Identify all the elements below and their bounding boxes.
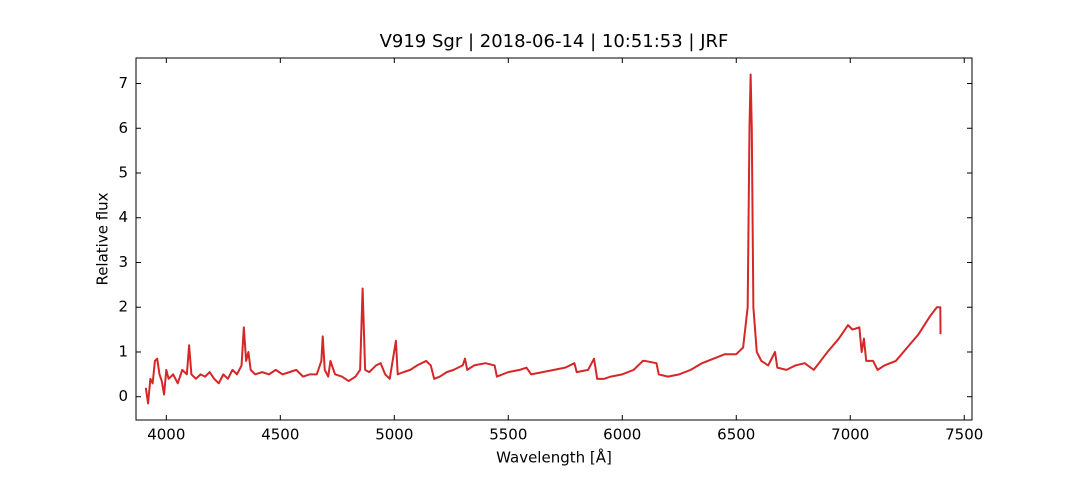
y-tick-label: 7	[118, 74, 128, 92]
x-tick-label: 6500	[717, 426, 755, 444]
chart-title: V919 Sgr | 2018-06-14 | 10:51:53 | JRF	[380, 31, 729, 52]
y-tick-label: 6	[118, 119, 128, 137]
x-tick-label: 5000	[375, 426, 413, 444]
y-tick-label: 0	[118, 387, 128, 405]
x-tick-label: 7000	[831, 426, 869, 444]
x-axis-label: Wavelength [Å]	[496, 448, 612, 467]
x-tick-label: 7500	[945, 426, 983, 444]
y-axis-label: Relative flux	[94, 192, 112, 285]
y-tick-label: 1	[118, 342, 128, 360]
x-tick-label: 5500	[489, 426, 527, 444]
x-tick-label: 4000	[147, 426, 185, 444]
x-tick-label: 4500	[261, 426, 299, 444]
x-tick-label: 6000	[603, 426, 641, 444]
y-tick-label: 4	[118, 208, 128, 226]
spectrum-line	[144, 73, 942, 405]
plot-frame	[135, 57, 973, 421]
y-tick-label: 5	[118, 163, 128, 181]
y-tick-label: 3	[118, 253, 128, 271]
y-tick-label: 2	[118, 298, 128, 316]
